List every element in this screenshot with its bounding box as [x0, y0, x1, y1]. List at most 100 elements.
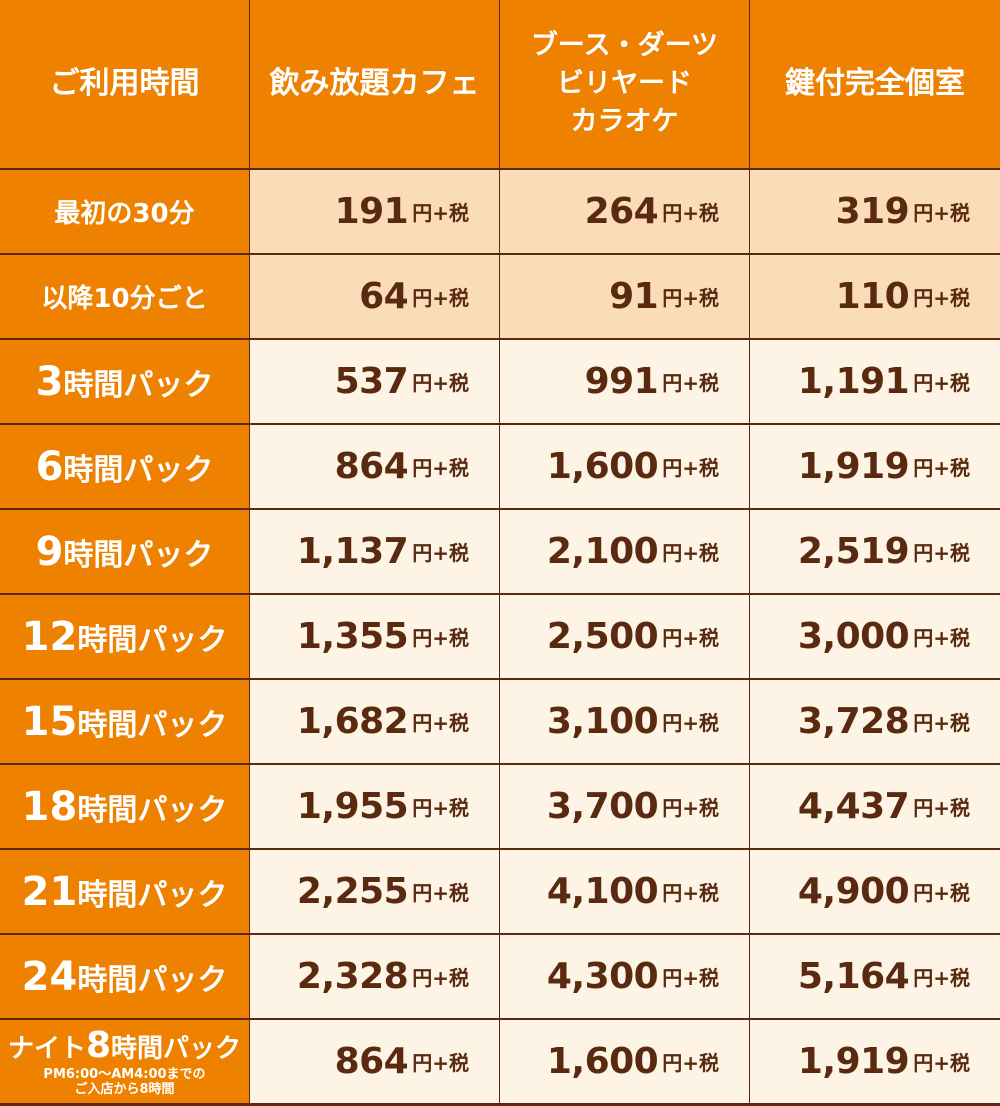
price-cell: 537 円+税 — [250, 340, 499, 423]
price-cell: 191 円+税 — [250, 170, 499, 253]
row-label-12h-pack: 12時間パック — [0, 595, 249, 678]
row-label-hours: 24 — [21, 953, 78, 1000]
price-cell: 1,191 円+税 — [750, 340, 1000, 423]
price-cell: 4,300 円+税 — [500, 935, 749, 1018]
price-unit: 円+税 — [662, 796, 719, 820]
price-value: 1,600 — [546, 446, 659, 487]
row-label-night-8h-pack: ナイト8時間パック PM6:00～AM4:00までの ご入店から8時間 — [0, 1020, 249, 1103]
price-value: 2,328 — [296, 956, 409, 997]
row-label-first-30min: 最初の30分 — [0, 170, 249, 253]
price-cell: 64 円+税 — [250, 255, 499, 338]
price-cell: 110 円+税 — [750, 255, 1000, 338]
price-unit: 円+税 — [412, 966, 469, 990]
price-unit: 円+税 — [913, 796, 970, 820]
price-unit: 円+税 — [913, 711, 970, 735]
price-unit: 円+税 — [913, 966, 970, 990]
price-value: 1,191 — [797, 361, 910, 402]
price-value: 3,728 — [797, 701, 910, 742]
price-unit: 円+税 — [662, 371, 719, 395]
night-pack-note-duration: ご入店から8時間 — [74, 1082, 175, 1097]
price-value: 3,000 — [797, 616, 910, 657]
header-cafe-label: 飲み放題カフェ — [269, 66, 480, 101]
price-value: 1,919 — [797, 1041, 910, 1082]
row-label-6h-pack: 6時間パック — [0, 425, 249, 508]
row-label-18h-pack: 18時間パック — [0, 765, 249, 848]
row-label-15h-pack: 15時間パック — [0, 680, 249, 763]
price-value: 991 — [584, 361, 659, 402]
price-cell: 1,600 円+税 — [500, 1020, 749, 1103]
price-cell: 4,100 円+税 — [500, 850, 749, 933]
price-cell: 864 円+税 — [250, 425, 499, 508]
price-cell: 991 円+税 — [500, 340, 749, 423]
price-unit: 円+税 — [913, 1051, 970, 1075]
price-unit: 円+税 — [662, 456, 719, 480]
price-cell: 1,355 円+税 — [250, 595, 499, 678]
price-value: 2,255 — [296, 871, 409, 912]
price-cell: 4,900 円+税 — [750, 850, 1000, 933]
row-label-suffix: 時間パック — [111, 1034, 242, 1064]
header-time: ご利用時間 — [0, 0, 249, 168]
row-label-suffix: 時間パック — [77, 877, 228, 913]
row-label-hours: 21 — [21, 868, 78, 915]
row-label-hours: 6 — [35, 443, 64, 490]
price-cell: 1,137 円+税 — [250, 510, 499, 593]
price-unit: 円+税 — [662, 881, 719, 905]
header-booth-line-1: ブース・ダーツ — [530, 30, 719, 61]
price-unit: 円+税 — [913, 286, 970, 310]
price-value: 3,700 — [546, 786, 659, 827]
price-value: 3,100 — [546, 701, 659, 742]
price-cell: 264 円+税 — [500, 170, 749, 253]
price-cell: 1,682 円+税 — [250, 680, 499, 763]
price-unit: 円+税 — [662, 286, 719, 310]
price-value: 110 — [835, 276, 910, 317]
header-booth-line-3: カラオケ — [570, 106, 679, 137]
price-unit: 円+税 — [913, 456, 970, 480]
price-cell: 2,255 円+税 — [250, 850, 499, 933]
row-label-hours: 9 — [35, 528, 64, 575]
price-cell: 2,519 円+税 — [750, 510, 1000, 593]
price-unit: 円+税 — [662, 626, 719, 650]
row-label-text: 以降10分ごと — [41, 284, 208, 314]
price-cell: 5,164 円+税 — [750, 935, 1000, 1018]
price-cell: 1,600 円+税 — [500, 425, 749, 508]
row-label-prefix: ナイト — [7, 1034, 86, 1064]
row-label-hours: 18 — [21, 783, 78, 830]
price-value: 1,355 — [296, 616, 409, 657]
price-value: 2,519 — [797, 531, 910, 572]
row-label-24h-pack: 24時間パック — [0, 935, 249, 1018]
price-value: 4,300 — [546, 956, 659, 997]
header-booth-line-2: ビリヤード — [557, 68, 692, 99]
row-label-21h-pack: 21時間パック — [0, 850, 249, 933]
header-booth: ブース・ダーツ ビリヤード カラオケ — [500, 0, 749, 168]
row-label-text: 最初の30分 — [54, 199, 195, 229]
row-label-suffix: 時間パック — [63, 367, 214, 403]
price-unit: 円+税 — [662, 541, 719, 565]
price-value: 2,100 — [546, 531, 659, 572]
price-value: 537 — [334, 361, 409, 402]
price-value: 4,100 — [546, 871, 659, 912]
night-pack-note-time: PM6:00～AM4:00までの — [43, 1067, 206, 1082]
price-unit: 円+税 — [412, 201, 469, 225]
row-label-9h-pack: 9時間パック — [0, 510, 249, 593]
row-label-3h-pack: 3時間パック — [0, 340, 249, 423]
price-value: 1,600 — [546, 1041, 659, 1082]
price-cell: 1,919 円+税 — [750, 425, 1000, 508]
price-value: 1,919 — [797, 446, 910, 487]
price-cell: 2,100 円+税 — [500, 510, 749, 593]
row-label-suffix: 時間パック — [77, 962, 228, 998]
price-value: 4,900 — [797, 871, 910, 912]
row-label-hours: 12 — [21, 613, 78, 660]
price-value: 4,437 — [797, 786, 910, 827]
price-cell: 1,919 円+税 — [750, 1020, 1000, 1103]
price-value: 191 — [334, 191, 409, 232]
row-label-suffix: 時間パック — [63, 452, 214, 488]
price-value: 1,682 — [296, 701, 409, 742]
price-unit: 円+税 — [662, 711, 719, 735]
price-unit: 円+税 — [913, 371, 970, 395]
row-label-hours: 15 — [21, 698, 78, 745]
header-room-label: 鍵付完全個室 — [785, 66, 965, 101]
price-cell: 91 円+税 — [500, 255, 749, 338]
header-time-label: ご利用時間 — [49, 66, 200, 101]
price-unit: 円+税 — [913, 626, 970, 650]
row-label-suffix: 時間パック — [63, 537, 214, 573]
